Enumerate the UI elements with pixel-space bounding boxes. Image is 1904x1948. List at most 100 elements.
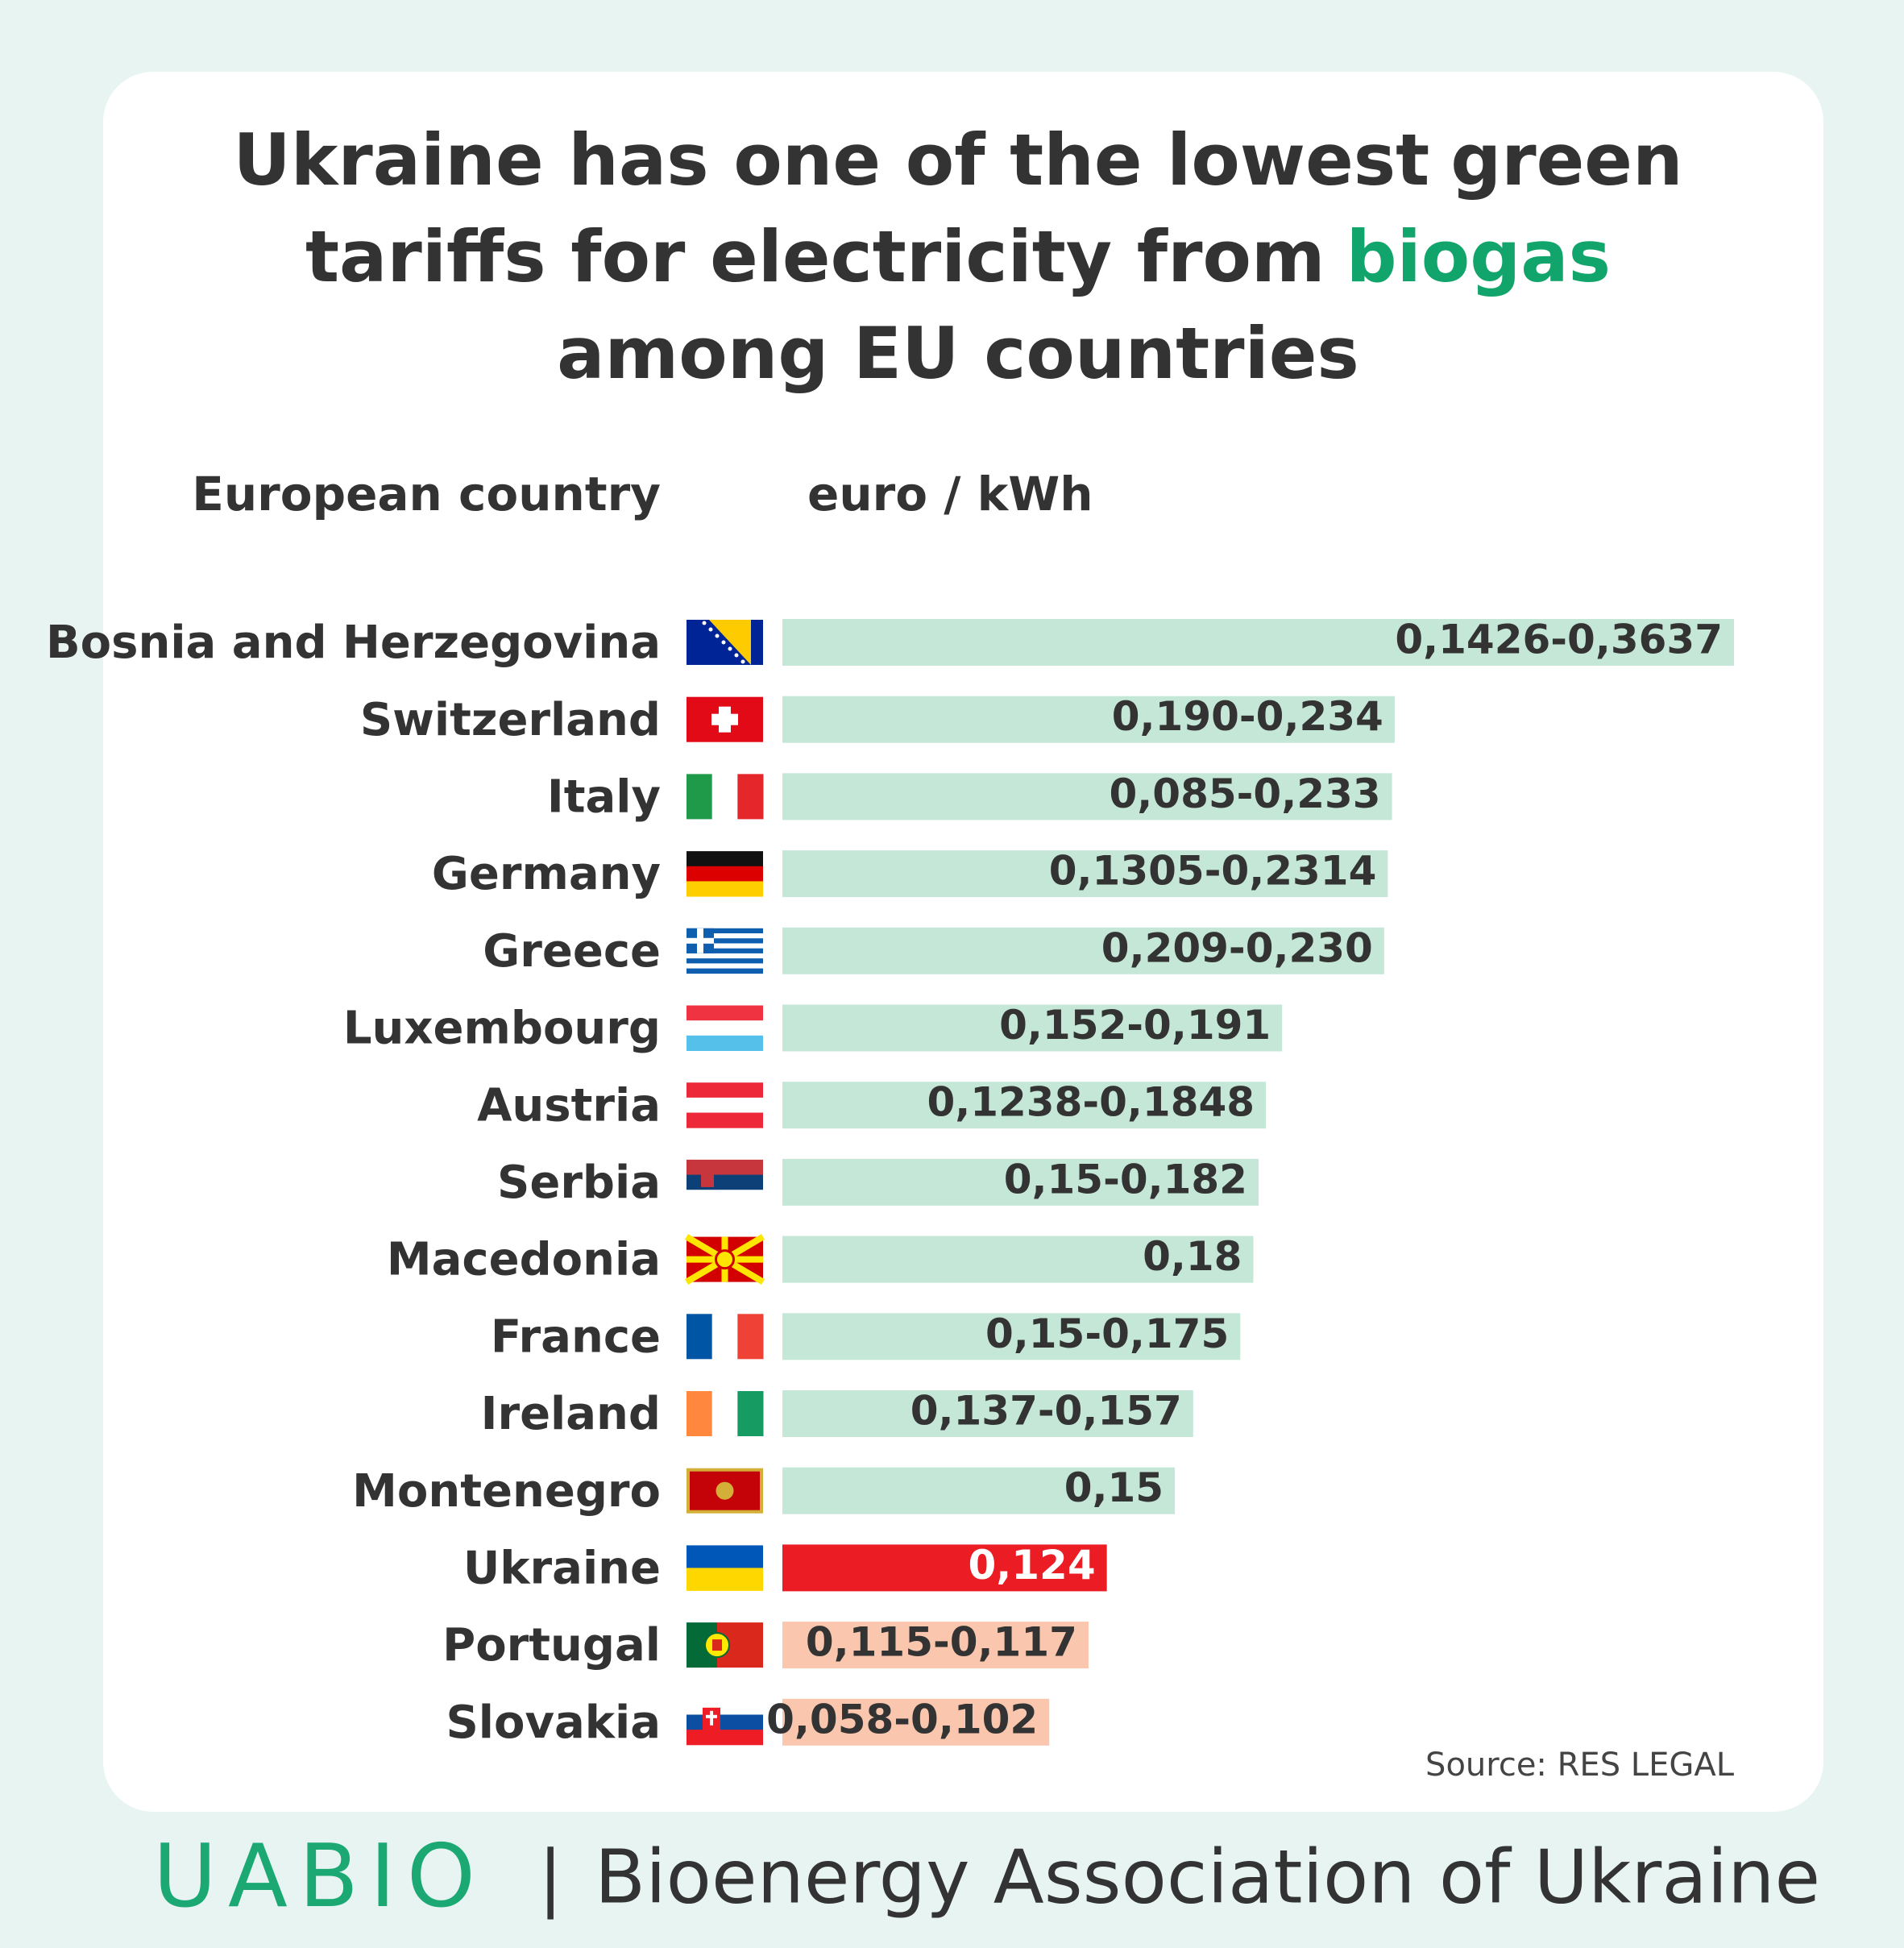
flag-part [711, 1314, 738, 1360]
category-label: Switzerland [360, 694, 661, 746]
flag-part [687, 943, 763, 949]
flag-part [687, 866, 763, 882]
title-part: among EU countries [557, 312, 1359, 395]
flag-part [711, 1391, 738, 1436]
flag-part [709, 620, 751, 665]
flag-part [687, 1020, 763, 1036]
chart-title-line: Ukraine has one of the lowest green [233, 118, 1682, 201]
flag-part [687, 933, 763, 939]
bar [782, 850, 1388, 898]
flag-part [687, 1714, 763, 1730]
value-label: 0,137-0,157 [911, 1388, 1182, 1435]
bar [782, 1467, 1176, 1514]
category-label: Montenegro [352, 1465, 661, 1518]
flag-part [687, 938, 763, 944]
bar [782, 927, 1384, 974]
flag [687, 696, 763, 742]
source: Source: RES LEGAL [1425, 1747, 1735, 1784]
flag [687, 1005, 763, 1051]
bar [782, 1544, 1107, 1592]
flag-part [721, 640, 726, 645]
bar [782, 773, 1392, 820]
footer-separator: | [538, 1835, 562, 1920]
flag-part [687, 1112, 763, 1128]
flag [687, 1314, 764, 1360]
flag-part [715, 1249, 735, 1270]
bar [782, 1698, 1050, 1746]
chart-title-line: among EU countries [557, 312, 1359, 395]
footer-brand: UABIO [153, 1826, 487, 1927]
flag-part [687, 1314, 713, 1360]
bar [782, 1313, 1241, 1360]
category-label: Portugal [442, 1619, 661, 1672]
value-label: 0,1305-0,2314 [1049, 848, 1377, 895]
category-label: Italy [547, 771, 661, 824]
flag-part [687, 1174, 763, 1190]
flag-part [712, 1639, 722, 1651]
flag [687, 1082, 763, 1128]
flag-part [728, 646, 732, 651]
flag-part [687, 968, 763, 974]
flag [687, 851, 763, 897]
chart-title-line: tariffs for electricity from biogas [305, 215, 1611, 298]
title-part: biogas [1346, 215, 1611, 298]
flag-part [687, 1097, 763, 1114]
flag-part [687, 963, 763, 969]
flag [687, 1545, 763, 1591]
category-label: Ireland [481, 1388, 661, 1440]
flag-part [734, 653, 739, 658]
flag-part [701, 1167, 714, 1187]
flag-part [687, 774, 713, 820]
flag-part [708, 627, 713, 632]
title-part: green [1450, 118, 1682, 201]
flag-part [687, 958, 763, 964]
value-label: 0,18 [1143, 1233, 1242, 1280]
flag [687, 620, 763, 665]
flag-part [687, 937, 714, 944]
title-part: tariffs for electricity from [305, 215, 1325, 298]
category-header: European country [192, 467, 661, 521]
category-label: Greece [483, 925, 661, 978]
category-label: France [491, 1310, 661, 1363]
bar [782, 1236, 1254, 1283]
flag-part [711, 774, 738, 820]
flag-part [702, 621, 707, 625]
flag-part [687, 1005, 763, 1021]
flag-part [737, 1314, 764, 1360]
bar [782, 1082, 1267, 1129]
flag [687, 928, 763, 974]
value-label: 0,058-0,102 [766, 1696, 1038, 1742]
value-label: 0,190-0,234 [1112, 693, 1383, 740]
footer-text: Bioenergy Association of Ukraine [595, 1834, 1820, 1920]
value-header: euro / kWh [807, 467, 1093, 521]
category-label: Slovakia [446, 1697, 661, 1749]
category-label: Serbia [497, 1157, 661, 1209]
flag-part [687, 1190, 763, 1206]
flag-part [740, 659, 745, 664]
bar [782, 1158, 1259, 1206]
flag-part [687, 953, 763, 959]
flag [687, 1468, 763, 1514]
value-label: 0,15-0,182 [1004, 1156, 1247, 1202]
flag [684, 1234, 765, 1286]
value-label: 0,152-0,191 [999, 1002, 1271, 1049]
flag-part [715, 633, 720, 638]
value-label: 0,085-0,233 [1110, 770, 1381, 817]
flag-part [687, 948, 763, 954]
bar [782, 619, 1734, 666]
flag-part [687, 1568, 763, 1591]
flag-part [737, 774, 764, 820]
value-label: 0,15 [1064, 1464, 1164, 1511]
flag-part [687, 1159, 763, 1176]
flag-part [711, 713, 738, 725]
flag-part [687, 1035, 763, 1051]
category-label: Germany [432, 848, 661, 900]
category-label: Luxembourg [343, 1003, 661, 1055]
category-label: Bosnia and Herzegovina [46, 617, 661, 669]
value-label: 0,1426-0,3637 [1395, 617, 1723, 663]
flag-part [687, 928, 763, 934]
bar [782, 1004, 1283, 1052]
bar [782, 1622, 1089, 1669]
value-label: 0,1238-0,1848 [927, 1079, 1255, 1126]
